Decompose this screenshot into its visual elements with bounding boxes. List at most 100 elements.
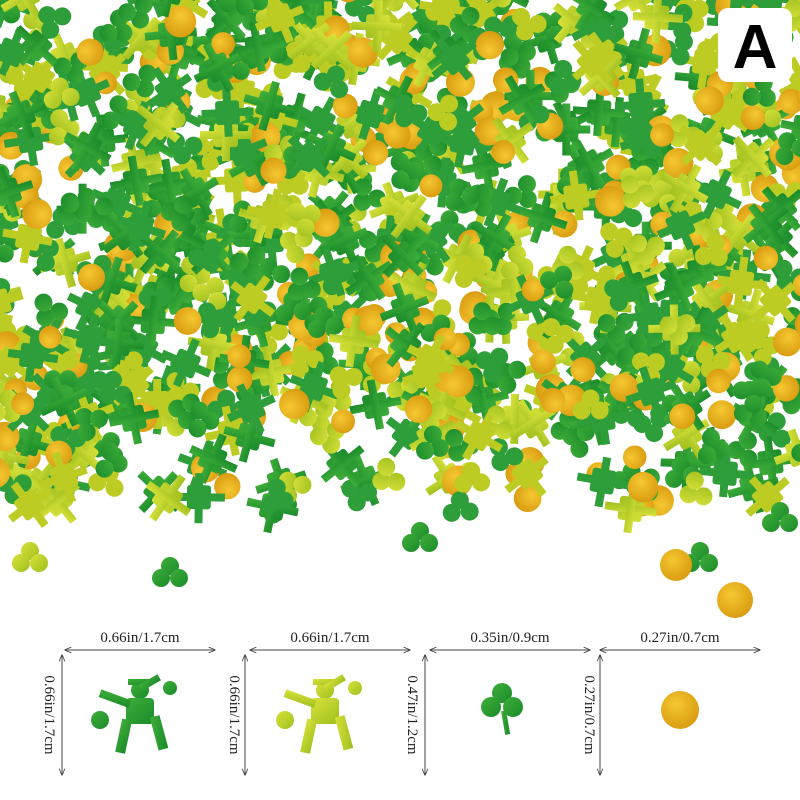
confetti: [562, 423, 595, 458]
confetti: [307, 246, 360, 297]
confetti: [706, 368, 731, 394]
confetti: [627, 471, 659, 503]
confetti: [287, 267, 321, 301]
confetti: [310, 27, 354, 72]
leaf: [90, 371, 109, 390]
leaf: [570, 277, 589, 296]
coin: [753, 245, 779, 271]
confetti: [542, 318, 574, 354]
limb: [728, 0, 766, 17]
coin: [419, 174, 443, 198]
confetti: [63, 313, 116, 364]
confetti: [118, 0, 153, 29]
confetti: [475, 30, 504, 60]
leaf: [445, 428, 464, 447]
coin: [475, 30, 504, 60]
leaf: [484, 16, 503, 35]
leaf: [231, 61, 250, 80]
leaf: [309, 427, 328, 446]
leaf: [518, 190, 537, 209]
coin: [173, 307, 202, 335]
leaf: [778, 132, 797, 151]
confetti: [226, 366, 253, 393]
confetti: [540, 387, 566, 414]
confetti: [730, 135, 775, 179]
confetti: [172, 473, 225, 524]
confetti: [619, 117, 652, 152]
confetti: [351, 0, 403, 53]
body: [790, 114, 800, 143]
confetti: [629, 234, 665, 266]
confetti: [549, 59, 582, 96]
confetti: [431, 36, 477, 81]
leaf: [190, 401, 209, 420]
limb: [573, 139, 605, 188]
limb: [693, 180, 742, 210]
confetti: [382, 235, 426, 278]
confetti: [419, 174, 443, 198]
leaf: [0, 244, 14, 263]
confetti: [621, 175, 655, 209]
limb: [607, 73, 659, 92]
leaf: [772, 429, 791, 448]
leaf: [134, 0, 153, 14]
leaf: [203, 238, 222, 257]
leaf: [686, 14, 705, 33]
height-label: 0.27in/0.7cm: [581, 675, 597, 754]
leaf: [38, 6, 57, 25]
confetti: [201, 86, 254, 137]
limb: [688, 300, 724, 347]
leaf: [89, 409, 108, 428]
confetti: [707, 400, 737, 430]
leaf: [287, 282, 306, 301]
width-label: 0.35in/0.9cm: [470, 630, 549, 646]
leaf: [629, 234, 648, 253]
confetti: [77, 263, 106, 291]
leaf: [287, 202, 306, 221]
leaf: [95, 459, 114, 478]
coin: [383, 121, 411, 149]
leaf: [272, 265, 291, 284]
leaf: [732, 381, 751, 400]
leaf: [50, 302, 69, 321]
coin: [650, 123, 674, 147]
leaf: [425, 257, 444, 276]
confetti: [164, 5, 197, 38]
leaf: [36, 253, 55, 272]
coin: [491, 140, 516, 164]
confetti: [625, 366, 677, 416]
leaf: [201, 320, 220, 339]
limb: [172, 338, 200, 388]
confetti: [362, 140, 389, 166]
confetti: [695, 86, 724, 116]
limb: [249, 21, 266, 72]
height-label: 0.66in/1.7cm: [226, 675, 242, 754]
leaf: [549, 77, 568, 96]
leaf: [554, 59, 573, 78]
coin: [0, 457, 11, 489]
confetti: [136, 229, 181, 275]
leaf: [188, 419, 207, 438]
leaf: [679, 485, 698, 504]
leaf: [109, 95, 128, 114]
leaf: [235, 0, 254, 16]
leaf: [505, 447, 524, 466]
height-label: 0.66in/1.7cm: [41, 675, 57, 754]
leaf: [387, 472, 406, 491]
confetti: [549, 170, 603, 221]
coin: [660, 549, 692, 581]
limb: [38, 465, 88, 490]
leaf: [500, 261, 519, 280]
limb: [716, 275, 768, 291]
confetti: [99, 9, 133, 42]
confetti: [498, 75, 546, 125]
limb: [54, 237, 77, 288]
leaf: [739, 449, 758, 468]
limb: [0, 180, 34, 204]
confetti: [570, 357, 596, 383]
leaf: [217, 0, 236, 13]
confetti: [383, 121, 411, 149]
coin: [279, 388, 310, 420]
confetti: [76, 38, 104, 66]
confetti: [11, 392, 35, 416]
